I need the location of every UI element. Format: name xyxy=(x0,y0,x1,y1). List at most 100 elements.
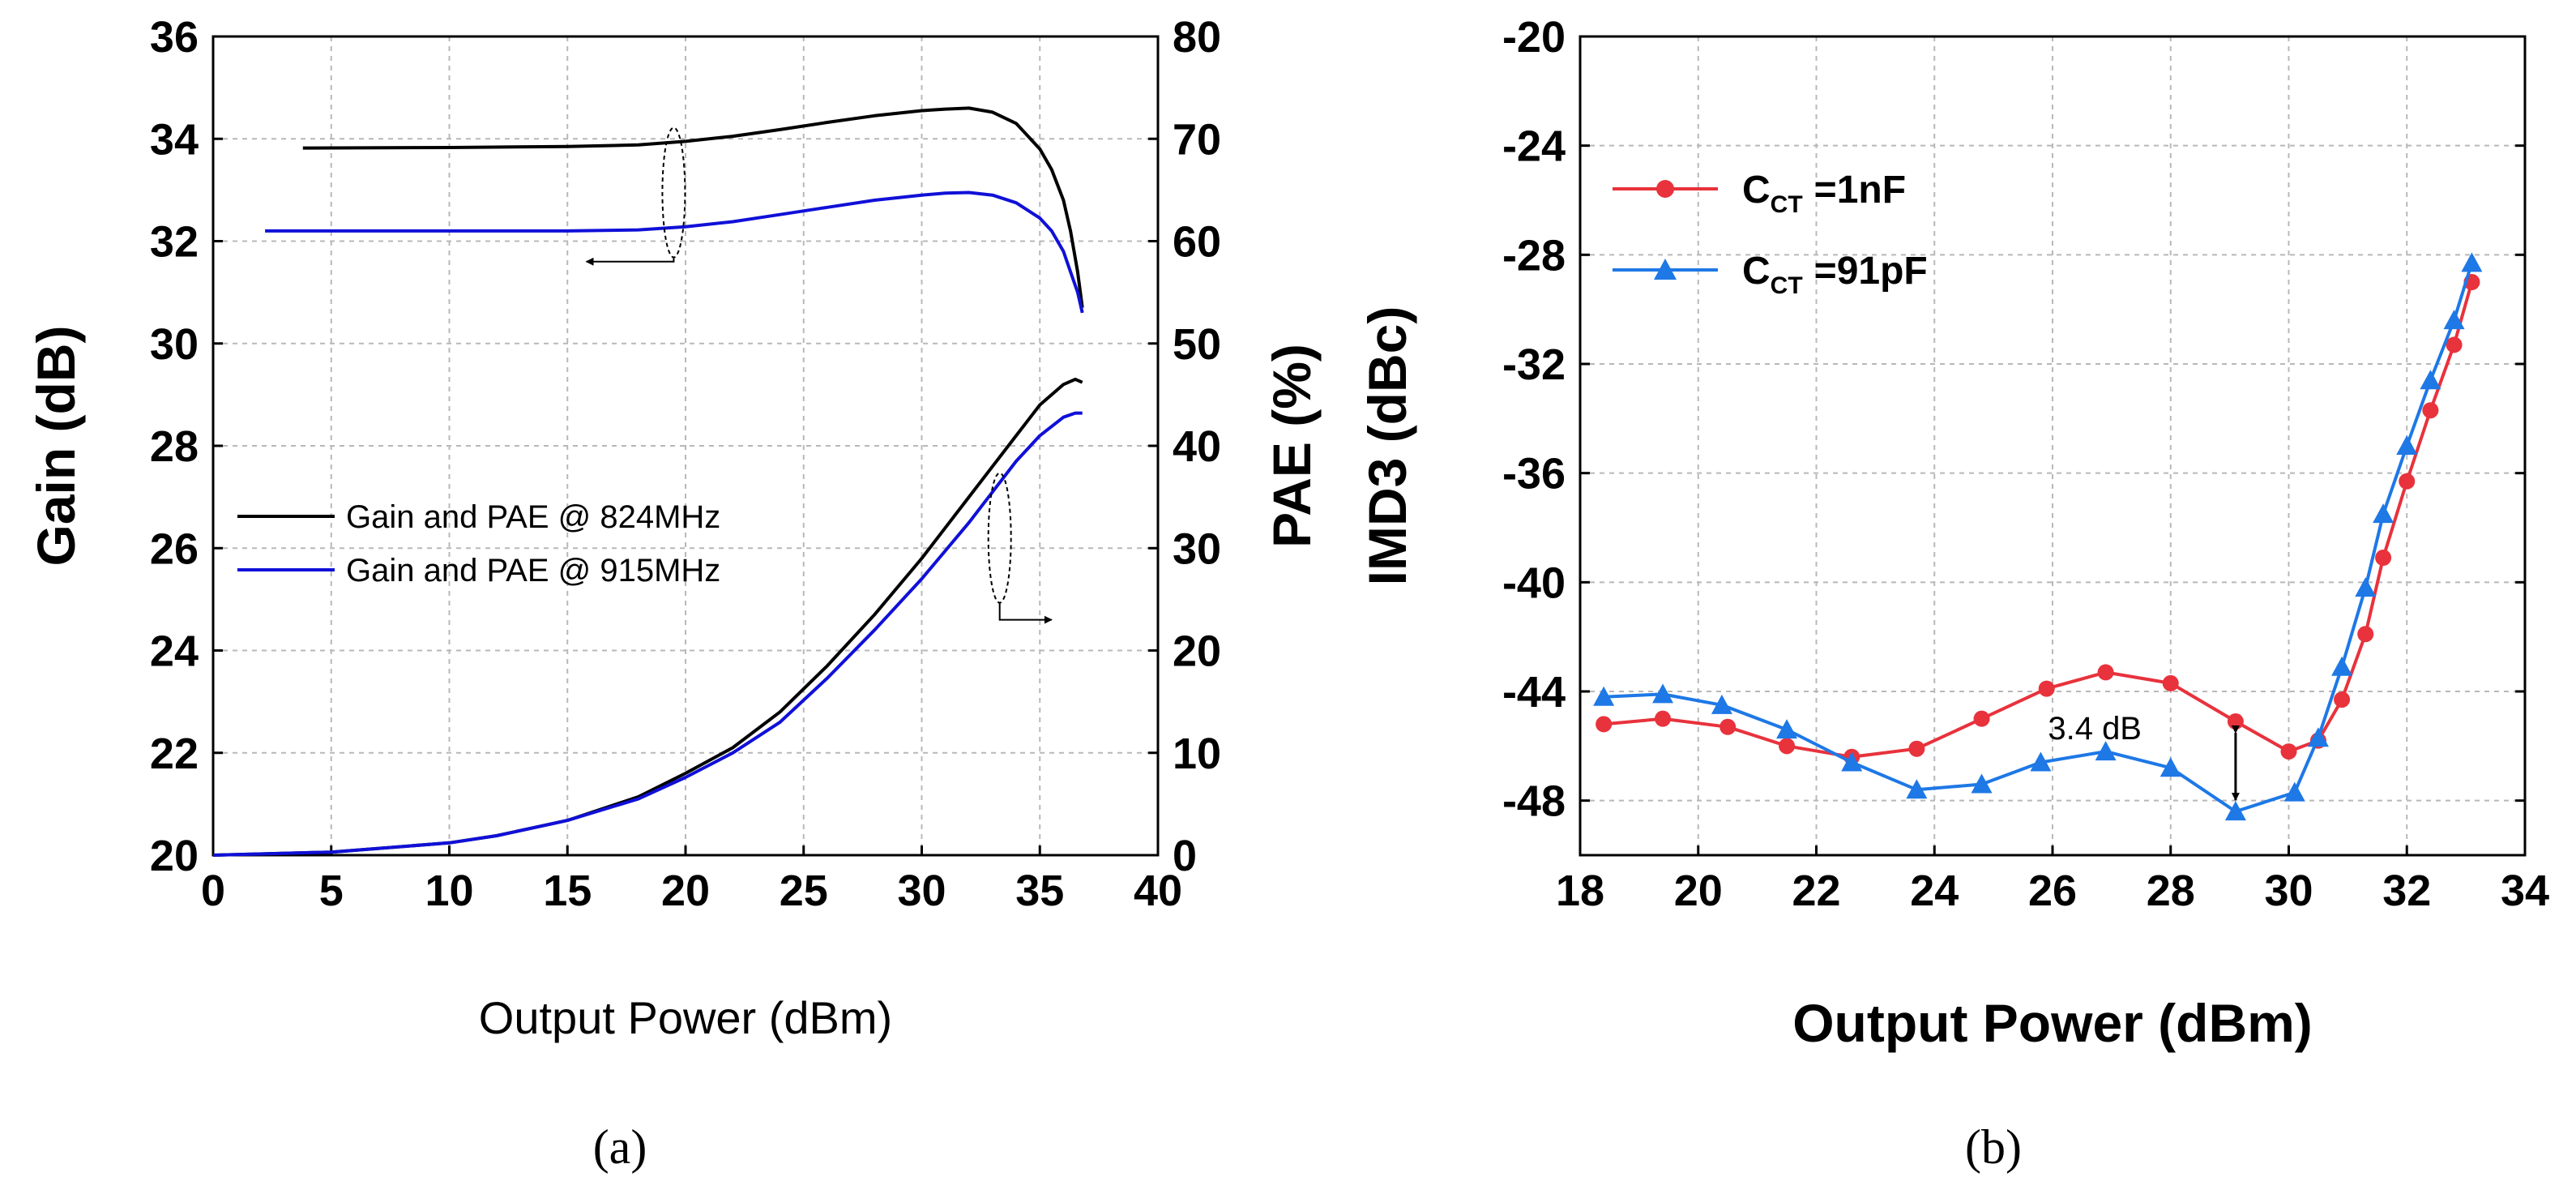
y-tick-label: 30 xyxy=(150,320,199,369)
data-point-circle xyxy=(1908,740,1925,757)
data-point-circle xyxy=(1719,718,1737,735)
chart-b-annotations: 3.4 dB xyxy=(2048,711,2240,802)
data-point-triangle xyxy=(1711,694,1732,714)
legend-a-label-824: Gain and PAE @ 824MHz xyxy=(346,499,720,535)
y-right-tick-label: 0 xyxy=(1173,832,1197,880)
legend-b-label-1nf-sub: CT xyxy=(1771,191,1803,218)
chart-a-ylabel: Gain (dB) xyxy=(26,326,86,567)
y-right-tick-label: 80 xyxy=(1173,13,1221,62)
chart-b-ylabel: IMD3 (dBc) xyxy=(1357,306,1417,586)
series-line-triangle xyxy=(1604,262,2474,814)
x-tick-label: 30 xyxy=(2264,867,2313,915)
data-point-triangle xyxy=(1971,773,1993,794)
series-line-pae-2 xyxy=(212,377,1083,857)
chart-b-panel-label: (b) xyxy=(1965,1120,2022,1174)
x-tick-label: 28 xyxy=(2147,867,2195,915)
y-tick-label: 24 xyxy=(150,627,199,676)
chart-a-x-ticks: 0 5 10 15 20 25 30 35 40 xyxy=(201,845,1182,915)
data-point-circle xyxy=(2334,691,2351,708)
data-point-circle xyxy=(2422,402,2439,419)
data-point-circle xyxy=(2162,674,2179,691)
annotation-3-4-db: 3.4 dB xyxy=(2048,711,2142,747)
data-point-triangle xyxy=(2159,757,2181,777)
chart-a-ylabel-right: PAE (%) xyxy=(1262,344,1322,548)
chart-a-series xyxy=(212,106,1084,857)
chart-a-xlabel: Output Power (dBm) xyxy=(479,992,892,1043)
data-point-circle xyxy=(1655,710,1672,727)
legend-b-label-1nf-value: =1nF xyxy=(1814,169,1906,212)
x-tick-label: 35 xyxy=(1015,867,1064,915)
legend-b-label-1nf-c: C xyxy=(1742,169,1771,212)
x-tick-label: 40 xyxy=(1134,867,1182,915)
y-tick-label: -48 xyxy=(1502,777,1566,826)
y-right-tick-label: 10 xyxy=(1173,730,1221,778)
chart-a-panel-label: (a) xyxy=(593,1120,647,1174)
chart-b-x-ticks: 18 20 22 24 26 28 30 32 34 xyxy=(1556,845,2549,915)
legend-b-label-91pf-c: C xyxy=(1742,250,1771,293)
y-tick-label: 28 xyxy=(150,422,199,471)
y-tick-label: -36 xyxy=(1502,450,1566,499)
legend-b-marker-1nf xyxy=(1656,180,1674,198)
data-point-triangle xyxy=(1593,686,1615,706)
data-point-circle xyxy=(2399,473,2416,490)
legend-b-label-1nf: CCT =1nF xyxy=(1742,169,1906,218)
y-right-tick-label: 50 xyxy=(1173,320,1221,369)
y-tick-label: 32 xyxy=(150,218,199,267)
data-point-triangle xyxy=(1652,683,1674,704)
y-tick-label: -20 xyxy=(1502,13,1566,62)
series-line-gain-1 xyxy=(265,190,1084,314)
chart-b-legend: CCT =1nF CCT =91pF xyxy=(1613,169,1928,299)
y-tick-label: 34 xyxy=(150,115,199,164)
data-point-circle xyxy=(2227,713,2244,730)
legend-b-label-91pf: CCT =91pF xyxy=(1742,250,1928,299)
chart-a-grid xyxy=(213,36,1158,855)
y-tick-label: -28 xyxy=(1502,231,1566,280)
series-line-circle xyxy=(1603,281,2474,759)
y-tick-label: 22 xyxy=(150,730,199,778)
data-point-triangle xyxy=(2030,751,2052,772)
x-tick-label: 30 xyxy=(897,867,946,915)
data-point-triangle xyxy=(2396,435,2418,455)
data-point-circle xyxy=(1596,716,1613,733)
chart-a: 0 5 10 15 20 25 30 35 40 20 22 24 26 28 30 32 34 36 0 10 2… xyxy=(26,13,1322,1174)
chart-b-y-ticks: -20 -24 -28 -32 -36 -40 -44 -48 xyxy=(1502,13,2525,826)
data-point-triangle xyxy=(2331,656,2353,676)
y-tick-label: -40 xyxy=(1502,558,1566,607)
data-point-triangle xyxy=(1776,719,1798,739)
y-tick-label: 36 xyxy=(150,13,199,62)
data-point-circle xyxy=(2357,626,2374,643)
chart-a-annotations xyxy=(585,126,1053,624)
x-tick-label: 20 xyxy=(1674,867,1723,915)
chart-a-y-ticks: 20 22 24 26 28 30 32 34 36 xyxy=(150,13,223,880)
x-tick-label: 26 xyxy=(2028,867,2077,915)
chart-b-xlabel: Output Power (dBm) xyxy=(1792,993,2313,1053)
data-point-triangle xyxy=(2095,741,2117,761)
chart-a-legend: Gain and PAE @ 824MHz Gain and PAE @ 915… xyxy=(237,499,720,588)
legend-b-label-91pf-sub: CT xyxy=(1771,272,1803,299)
y-right-tick-label: 40 xyxy=(1173,422,1221,471)
y-tick-label: -44 xyxy=(1502,668,1566,717)
series-line-gain-0 xyxy=(302,106,1084,308)
annotation-arrow xyxy=(585,257,675,266)
y-right-tick-label: 20 xyxy=(1173,627,1221,676)
data-point-triangle xyxy=(1841,751,1863,772)
data-point-triangle xyxy=(2224,801,2246,821)
data-point-circle xyxy=(2280,743,2297,760)
x-tick-label: 24 xyxy=(1910,867,1959,915)
chart-b-grid xyxy=(1580,36,2525,855)
legend-b-label-91pf-value: =91pF xyxy=(1814,250,1928,293)
data-point-triangle xyxy=(2373,503,2394,524)
chart-b-series xyxy=(1593,252,2483,821)
x-tick-label: 22 xyxy=(1792,867,1840,915)
data-point-triangle xyxy=(2461,252,2483,272)
data-point-circle xyxy=(2446,336,2463,353)
data-point-triangle xyxy=(2420,370,2441,390)
x-tick-label: 0 xyxy=(201,867,225,915)
x-tick-label: 25 xyxy=(780,867,828,915)
data-point-circle xyxy=(2038,680,2055,697)
data-point-triangle xyxy=(2283,781,2305,802)
x-tick-label: 5 xyxy=(319,867,344,915)
data-point-triangle xyxy=(2355,577,2377,597)
y-tick-label: -24 xyxy=(1502,122,1566,171)
